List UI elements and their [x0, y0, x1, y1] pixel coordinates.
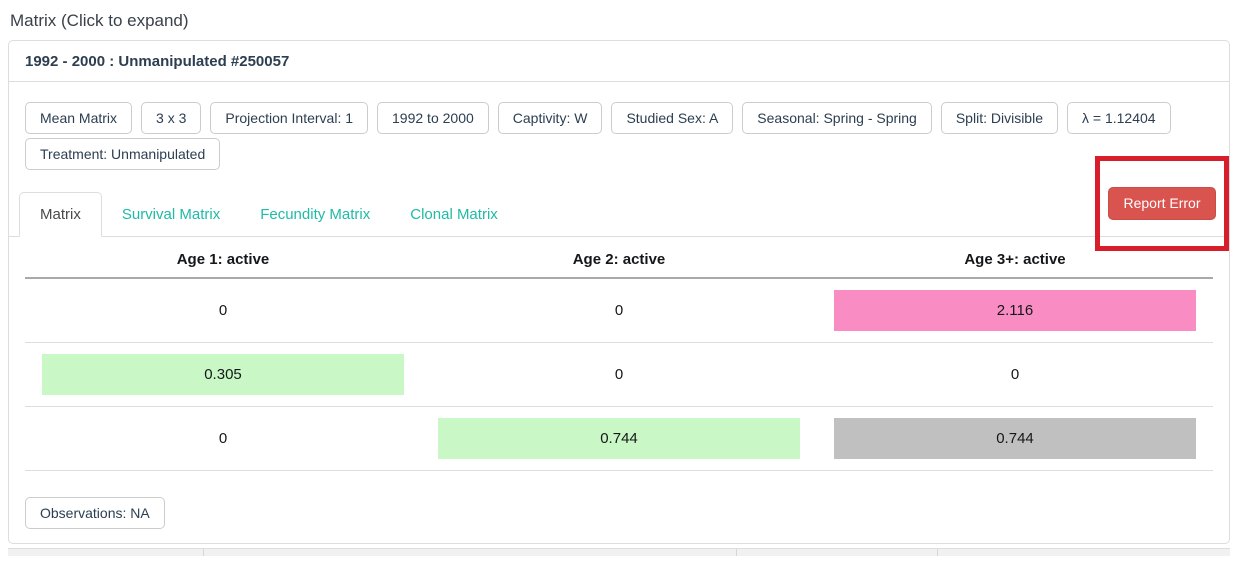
column-header-age1: Age 1: active	[25, 237, 421, 279]
matrix-table: Age 1: active Age 2: active Age 3+: acti…	[25, 237, 1213, 471]
matrix-row: 0 0 2.116	[25, 278, 1213, 343]
matrix-cell: 0.305	[42, 354, 404, 395]
page-title[interactable]: Matrix (Click to expand)	[10, 11, 189, 30]
strip-divider	[937, 549, 938, 556]
report-error-button[interactable]: Report Error	[1108, 187, 1216, 220]
badge-studied-sex: Studied Sex: A	[611, 102, 734, 134]
tab-bar: Matrix Survival Matrix Fecundity Matrix …	[9, 192, 1229, 237]
annotation-highlight-box: Report Error	[1095, 156, 1229, 251]
matrix-heading: 1992 - 2000 : Unmanipulated #250057	[9, 41, 1229, 82]
badge-projection-interval: Projection Interval: 1	[210, 102, 369, 134]
matrix-cell: 0	[218, 430, 228, 447]
strip-divider	[203, 549, 204, 556]
badge-year-range: 1992 to 2000	[377, 102, 489, 134]
matrix-header-row: Age 1: active Age 2: active Age 3+: acti…	[25, 237, 1213, 279]
column-header-age2: Age 2: active	[421, 237, 817, 279]
badge-dimensions: 3 x 3	[141, 102, 202, 134]
tab-survival-matrix[interactable]: Survival Matrix	[121, 206, 221, 223]
strip-divider	[736, 549, 737, 556]
matrix-cell: 0	[1010, 366, 1020, 383]
badge-treatment: Treatment: Unmanipulated	[25, 138, 221, 170]
tab-fecundity-matrix[interactable]: Fecundity Matrix	[260, 206, 371, 223]
matrix-cell: 0	[614, 302, 624, 319]
badge-lambda: λ = 1.12404	[1066, 102, 1171, 134]
matrix-row: 0 0.744 0.744	[25, 406, 1213, 471]
matrix-cell: 0	[614, 366, 624, 383]
column-header-age3: Age 3+: active	[817, 237, 1213, 279]
badge-split: Split: Divisible	[940, 102, 1058, 134]
matrix-cell: 2.116	[834, 290, 1196, 331]
tab-matrix[interactable]: Matrix	[19, 192, 102, 237]
tab-clonal-matrix[interactable]: Clonal Matrix	[410, 206, 498, 223]
matrix-cell: 0	[218, 302, 228, 319]
badge-captivity: Captivity: W	[497, 102, 603, 134]
badge-seasonal: Seasonal: Spring - Spring	[742, 102, 932, 134]
badge-mean-matrix: Mean Matrix	[25, 102, 133, 134]
matrix-cell: 0.744	[834, 418, 1196, 459]
observations-badge: Observations: NA	[25, 497, 165, 529]
matrix-cell: 0.744	[438, 418, 800, 459]
matrix-row: 0.305 0 0	[25, 342, 1213, 407]
matrix-panel: 1992 - 2000 : Unmanipulated #250057 Mean…	[8, 40, 1230, 544]
next-section-edge	[8, 548, 1230, 556]
badge-list: Mean Matrix 3 x 3 Projection Interval: 1…	[9, 82, 1229, 170]
